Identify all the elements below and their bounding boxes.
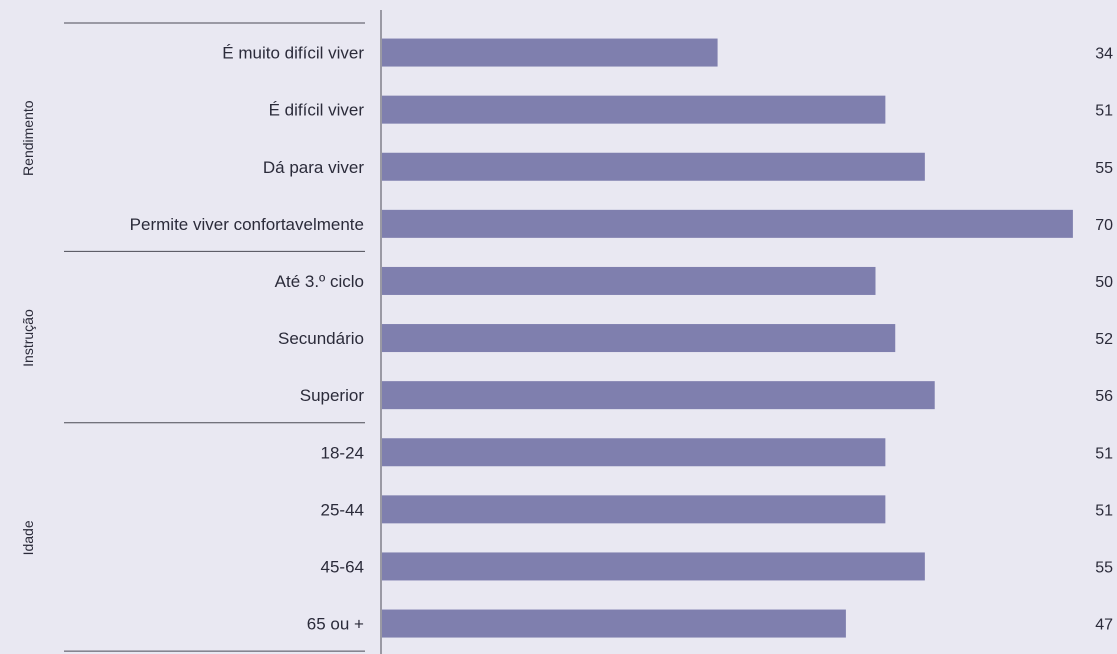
category-label: 18-24 xyxy=(321,443,364,462)
bar xyxy=(382,438,886,467)
bar xyxy=(382,324,896,353)
value-label: 50 xyxy=(1095,274,1113,291)
bar xyxy=(382,495,886,524)
category-label: É difícil viver xyxy=(269,101,365,120)
category-label: 25-44 xyxy=(321,500,364,519)
chart-rows: É muito difícil viver 34 É difícil viver 51… xyxy=(20,22,1113,652)
bar xyxy=(382,609,846,638)
value-label: 34 xyxy=(1095,46,1113,63)
value-label: 51 xyxy=(1095,103,1113,120)
category-label: Secundário xyxy=(278,329,364,348)
bar xyxy=(382,266,876,295)
bar xyxy=(382,381,935,410)
group-label: Idade xyxy=(20,520,36,555)
bar xyxy=(382,95,886,124)
value-label: 56 xyxy=(1095,388,1113,405)
category-label: Dá para viver xyxy=(263,158,364,177)
category-label: 65 ou + xyxy=(307,615,364,634)
bar xyxy=(382,552,925,581)
category-label: Permite viver confortavelmente xyxy=(130,215,364,234)
group-label: Rendimento xyxy=(20,100,36,176)
value-label: 55 xyxy=(1095,160,1113,177)
category-label: É muito difícil viver xyxy=(222,44,364,63)
category-label: Superior xyxy=(300,386,365,405)
category-label: Até 3.º ciclo xyxy=(275,272,364,291)
value-label: 51 xyxy=(1095,502,1113,519)
bar xyxy=(382,209,1073,238)
group-label: Instrução xyxy=(20,309,36,367)
value-label: 55 xyxy=(1095,559,1113,576)
value-label: 51 xyxy=(1095,445,1113,462)
value-label: 47 xyxy=(1095,617,1113,634)
value-label: 70 xyxy=(1095,217,1113,234)
value-label: 52 xyxy=(1095,331,1113,348)
bar xyxy=(382,152,925,181)
bar xyxy=(382,38,718,67)
category-label: 45-64 xyxy=(321,557,364,576)
